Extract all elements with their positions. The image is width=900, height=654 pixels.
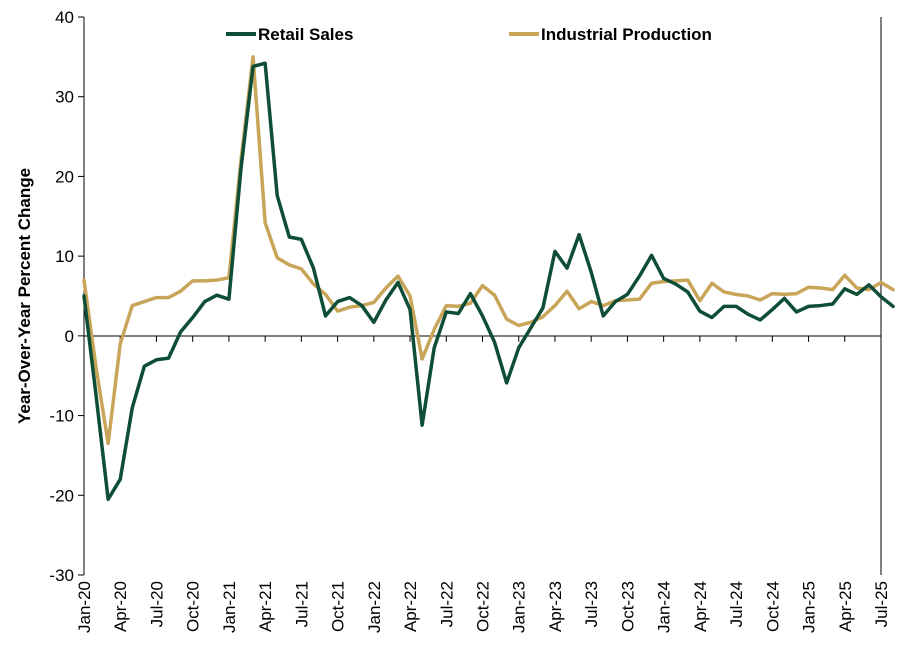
x-tick-label: Oct-20 — [184, 581, 203, 632]
x-tick-label: Oct-22 — [474, 581, 493, 632]
plot-area: -30 -20 -10 0 10 20 30 40 Jan-20 Apr-20 Jul-20 Oct… — [49, 8, 895, 633]
x-tick-label: Oct-24 — [763, 581, 782, 632]
legend-label-industrial-production: Industrial Production — [541, 25, 712, 44]
x-tick-label: Jul-21 — [292, 581, 311, 627]
x-tick-label: Apr-23 — [546, 581, 565, 632]
series-line-retail-sales — [82, 61, 895, 502]
x-tick-label: Jul-22 — [437, 581, 456, 627]
x-tick-label: Jul-25 — [872, 581, 891, 627]
x-tick-label: Apr-22 — [401, 581, 420, 632]
x-tick-label: Apr-20 — [111, 581, 130, 632]
x-tick-label: Jul-24 — [727, 581, 746, 627]
y-axis-title: Year-Over-Year Percent Change — [15, 168, 34, 424]
y-tick-label: -20 — [49, 486, 74, 505]
series-line-industrial-production — [82, 55, 895, 446]
x-tick-label: Jul-23 — [582, 581, 601, 627]
x-tick-label: Jan-21 — [220, 581, 239, 633]
y-tick-label: 40 — [55, 8, 74, 27]
x-tick-label: Oct-21 — [329, 581, 348, 632]
y-tick-label: -30 — [49, 566, 74, 585]
x-tick-label: Apr-21 — [256, 581, 275, 632]
x-tick-label: Jan-24 — [655, 581, 674, 633]
x-tick-label: Jan-20 — [75, 581, 94, 633]
x-tick-label: Jan-22 — [365, 581, 384, 633]
series-lines — [82, 55, 895, 502]
legend: Retail Sales Industrial Production — [226, 25, 712, 44]
x-tick-label: Jan-23 — [510, 581, 529, 633]
y-axis-ticks: -30 -20 -10 0 10 20 30 40 — [49, 8, 84, 585]
x-tick-label: Jan-25 — [800, 581, 819, 633]
legend-label-retail-sales: Retail Sales — [258, 25, 353, 44]
x-tick-label: Apr-25 — [836, 581, 855, 632]
y-tick-label: 0 — [65, 327, 74, 346]
y-tick-label: 30 — [55, 88, 74, 107]
x-tick-label: Oct-23 — [618, 581, 637, 632]
x-tick-label: Apr-24 — [691, 581, 710, 632]
y-tick-label: 20 — [55, 167, 74, 186]
y-tick-label: -10 — [49, 407, 74, 426]
x-axis-ticks: Jan-20 Apr-20 Jul-20 Oct-20 Jan-21 Apr-21 Jul-… — [75, 335, 891, 633]
x-tick-label: Jul-20 — [147, 581, 166, 627]
y-tick-label: 10 — [55, 247, 74, 266]
